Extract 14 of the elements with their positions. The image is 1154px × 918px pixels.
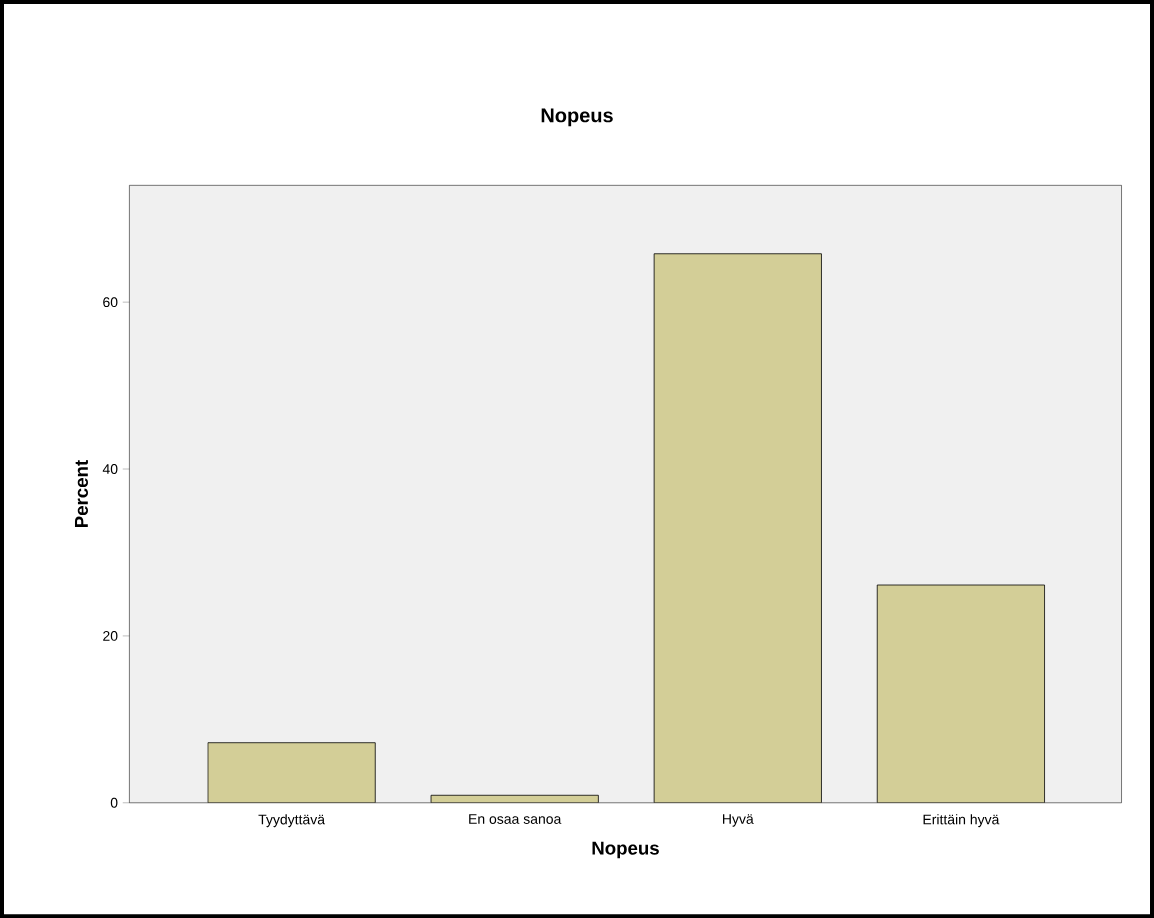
y-tick-label: 0 (110, 797, 118, 808)
bar (876, 584, 1045, 803)
y-tick-label: 60 (103, 297, 118, 308)
chart-title: Nopeus (541, 108, 613, 127)
bar (207, 742, 376, 803)
x-axis-title: Nopeus (592, 841, 659, 859)
y-axis-title: Percent (74, 460, 88, 527)
x-tick-label: Hyvä (723, 814, 754, 827)
x-tick-label: Tyydyttävä (258, 814, 326, 828)
x-tick-label: En osaa sanoa (469, 814, 562, 824)
bar (653, 253, 822, 803)
y-tick-label: 40 (102, 463, 118, 474)
y-tick-label: 20 (103, 630, 118, 641)
x-tick-label: Erittäin hyvä (923, 814, 1000, 828)
